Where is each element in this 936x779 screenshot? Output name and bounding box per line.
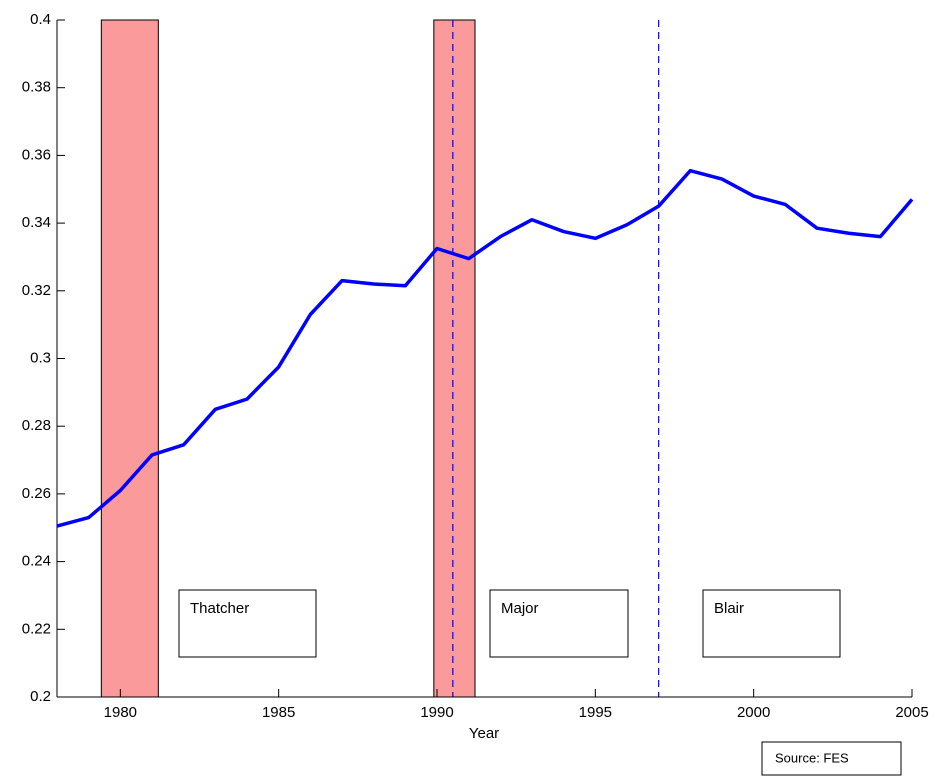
x-tick-label: 1980 bbox=[104, 704, 137, 721]
annotation-text: Blair bbox=[714, 600, 744, 617]
y-tick-label: 0.36 bbox=[22, 146, 51, 163]
y-tick-label: 0.4 bbox=[30, 11, 51, 28]
annotation: Thatcher bbox=[178, 589, 317, 658]
annotation: Major bbox=[489, 589, 629, 658]
source-text: Source: FES bbox=[775, 750, 849, 765]
y-tick-label: 0.32 bbox=[22, 282, 51, 299]
x-tick-label: 2005 bbox=[895, 704, 928, 721]
shaded-region bbox=[433, 19, 476, 698]
shaded-region bbox=[100, 19, 159, 698]
annotation: Blair bbox=[702, 589, 841, 658]
y-tick-label: 0.26 bbox=[22, 485, 51, 502]
data-line bbox=[56, 168, 914, 528]
source-note: Source: FES bbox=[761, 741, 902, 776]
y-tick-label: 0.38 bbox=[22, 79, 51, 96]
x-tick-label: 1990 bbox=[420, 704, 453, 721]
y-tick-label: 0.3 bbox=[30, 349, 51, 366]
x-axis-label: Year bbox=[469, 725, 499, 742]
annotation-text: Thatcher bbox=[190, 600, 249, 617]
y-tick-label: 0.22 bbox=[22, 620, 51, 637]
x-tick-label: 1995 bbox=[579, 704, 612, 721]
x-tick-label: 1985 bbox=[262, 704, 295, 721]
y-tick-label: 0.24 bbox=[22, 553, 51, 570]
y-tick-label: 0.34 bbox=[22, 214, 51, 231]
annotation-text: Major bbox=[501, 600, 539, 617]
x-tick-label: 2000 bbox=[737, 704, 770, 721]
y-tick-label: 0.2 bbox=[30, 688, 51, 705]
y-tick-label: 0.28 bbox=[22, 417, 51, 434]
